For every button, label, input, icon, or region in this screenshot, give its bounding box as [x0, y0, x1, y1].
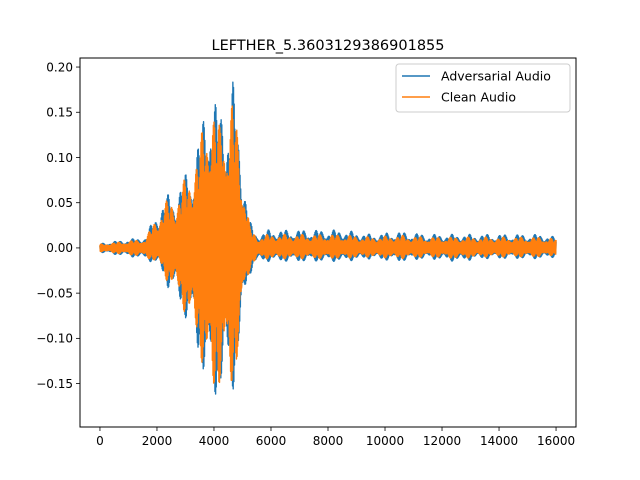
chart-title: LEFTHER_5.3603129386901855 [211, 38, 444, 54]
y-tick-label: 0.15 [46, 106, 73, 120]
x-tick-label: 0 [96, 434, 104, 448]
y-tick-label: −0.05 [36, 286, 73, 300]
legend: Adversarial Audio Clean Audio [395, 63, 571, 113]
y-tick-label: −0.15 [36, 377, 73, 391]
x-tick-label: 6000 [256, 434, 287, 448]
plot-area [99, 81, 557, 395]
legend-label-adversarial: Adversarial Audio [441, 69, 551, 84]
y-tick-label: 0.10 [46, 151, 73, 165]
y-tick-label: 0.20 [46, 60, 73, 74]
y-axis: 0.20 0.15 0.10 0.05 0.00 −0.05 −0.10 −0.15 [36, 60, 80, 391]
x-tick-label: 14000 [480, 434, 518, 448]
x-axis: 0 2000 4000 6000 8000 10000 12000 14000 16000 [96, 427, 575, 448]
x-tick-label: 16000 [537, 434, 575, 448]
legend-box [395, 63, 571, 113]
x-tick-label: 10000 [366, 434, 404, 448]
y-tick-label: −0.10 [36, 332, 73, 346]
x-tick-label: 4000 [199, 434, 230, 448]
y-tick-label: 0.00 [46, 241, 73, 255]
y-tick-label: 0.05 [46, 196, 73, 210]
legend-label-clean: Clean Audio [441, 90, 516, 105]
x-tick-label: 12000 [423, 434, 461, 448]
x-tick-label: 8000 [313, 434, 344, 448]
x-tick-label: 2000 [142, 434, 173, 448]
series-line-clean-audio [99, 105, 557, 384]
